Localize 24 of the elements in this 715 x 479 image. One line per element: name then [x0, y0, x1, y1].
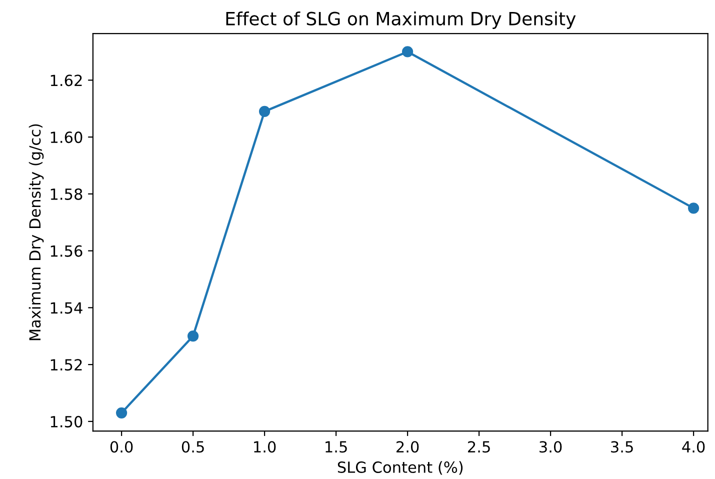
- x-tick-label: 1.5: [326, 441, 347, 453]
- y-tick-label: 1.58: [50, 188, 82, 200]
- y-tick-label: 1.52: [50, 359, 82, 371]
- x-tick-label: 2.0: [396, 441, 419, 453]
- chart-title: Effect of SLG on Maximum Dry Density: [226, 11, 576, 29]
- point: [187, 330, 199, 342]
- x-tick-label: 1.0: [254, 441, 276, 453]
- x-tick-label: 3.5: [611, 441, 633, 453]
- x-tick-label: 3.0: [540, 441, 562, 453]
- x-tick-label: 2.5: [468, 441, 490, 453]
- y-tick-label: 1.56: [50, 245, 82, 257]
- y-tick-label: 1.50: [50, 416, 82, 428]
- x-tick-label: 4.0: [682, 441, 705, 453]
- x-axis-title: SLG Content (%): [338, 461, 463, 475]
- x-tick-label: 0.5: [182, 441, 204, 453]
- point: [402, 46, 414, 58]
- x-tick-label: 0.0: [110, 441, 133, 453]
- point: [688, 202, 700, 214]
- point: [116, 407, 128, 418]
- y-tick-label: 1.62: [50, 74, 82, 86]
- y-axis-title: Maximum Dry Density (g/cc): [28, 124, 44, 340]
- y-tick-label: 1.54: [50, 302, 82, 314]
- point: [258, 106, 270, 118]
- y-tick-label: 1.60: [50, 132, 82, 144]
